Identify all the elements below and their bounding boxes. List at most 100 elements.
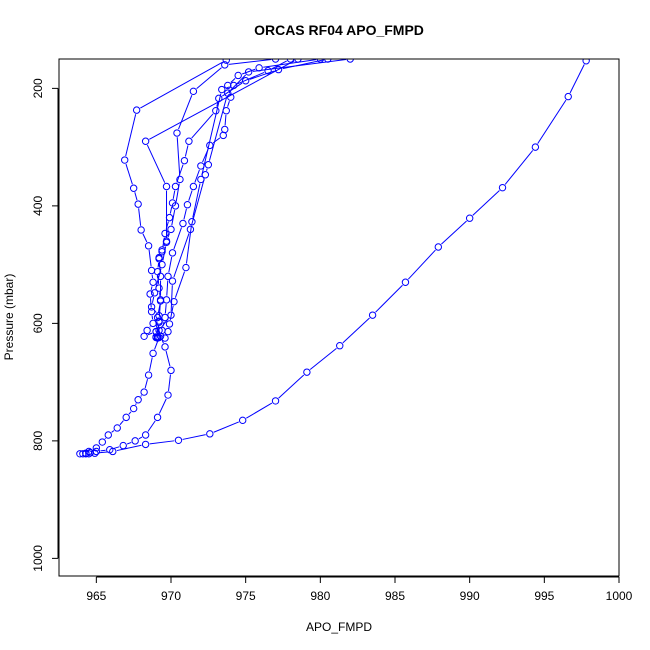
data-point xyxy=(303,368,311,376)
series-line-segment xyxy=(171,209,176,226)
series-line-segment xyxy=(188,190,193,201)
series-line-segment xyxy=(246,402,273,419)
series-line-segment xyxy=(192,183,201,218)
data-point xyxy=(141,440,150,449)
series-line-segment xyxy=(504,150,534,185)
series-line-segment xyxy=(375,284,403,313)
data-point xyxy=(294,59,302,63)
series-line-segment xyxy=(168,256,173,273)
data-point xyxy=(264,67,272,75)
x-tick-label: 980 xyxy=(310,589,330,603)
series-line-segment xyxy=(126,441,132,445)
data-point xyxy=(113,424,121,432)
data-point xyxy=(152,333,160,341)
data-point xyxy=(164,391,172,399)
data-point xyxy=(183,201,192,209)
data-point xyxy=(147,307,156,316)
series-line-segment xyxy=(537,99,567,144)
series-line-segment xyxy=(147,332,153,336)
series-line-segment xyxy=(142,233,148,243)
data-point xyxy=(336,342,344,350)
series-line-segment xyxy=(104,437,106,440)
series-line-segment xyxy=(166,280,169,296)
series-line-segment xyxy=(164,304,167,314)
data-point xyxy=(401,278,410,286)
data-point xyxy=(346,59,354,63)
data-point xyxy=(131,437,139,445)
data-point xyxy=(156,296,165,304)
chart-title: ORCAS RF04 APO_FMPD xyxy=(254,22,424,38)
data-point xyxy=(104,431,112,439)
x-axis-label: APO_FMPD xyxy=(306,620,372,634)
data-point xyxy=(204,161,213,169)
data-point xyxy=(119,441,127,450)
series-line-segment xyxy=(153,309,157,313)
y-tick-label: 200 xyxy=(31,78,45,98)
series-line-segment xyxy=(228,59,272,65)
data-point xyxy=(134,396,142,404)
x-tick-label: 990 xyxy=(460,589,480,603)
data-point xyxy=(182,263,190,272)
data-point xyxy=(146,290,154,298)
data-point xyxy=(155,253,163,262)
data-point xyxy=(134,200,142,208)
series-line-segment xyxy=(472,190,500,216)
series-line-segment xyxy=(150,286,153,291)
data-point xyxy=(153,334,162,342)
data-point xyxy=(171,182,180,191)
data-point xyxy=(92,444,101,452)
series-line-segment xyxy=(125,114,137,157)
data-point xyxy=(161,343,169,351)
series-line-segment xyxy=(140,61,223,109)
x-tick-label: 985 xyxy=(385,589,405,603)
data-point xyxy=(144,242,153,250)
y-axis-label: Pressure (mbar) xyxy=(2,274,16,361)
series-line-segment xyxy=(191,113,214,139)
data-point xyxy=(244,68,253,76)
data-point xyxy=(271,59,280,63)
y-tick-label: 1000 xyxy=(31,545,45,572)
data-point xyxy=(137,226,145,234)
data-point xyxy=(155,318,163,326)
data-point xyxy=(143,326,151,335)
data-point xyxy=(121,156,129,164)
series-line-segment xyxy=(213,421,239,433)
data-point xyxy=(465,214,474,222)
series-line-segment xyxy=(165,350,171,367)
series-line-segment xyxy=(169,305,174,320)
series-line-segment xyxy=(140,395,142,397)
data-point xyxy=(189,87,198,96)
data-point xyxy=(206,430,214,438)
data-point xyxy=(531,143,540,151)
data-point xyxy=(168,199,177,207)
series-line-segment xyxy=(241,68,256,75)
series-line-segment xyxy=(113,446,120,449)
x-axis: 965 970 975 980 985 990 995 1000 xyxy=(86,576,633,603)
data-point xyxy=(176,175,184,184)
data-point xyxy=(189,182,198,191)
data-point xyxy=(164,327,172,336)
series-line-segment xyxy=(138,208,142,226)
plot-frame xyxy=(58,58,620,577)
series-line-segment xyxy=(278,374,305,399)
series-line-segment xyxy=(138,436,143,440)
data-point xyxy=(162,238,171,247)
plot-area xyxy=(76,59,590,458)
data-point xyxy=(156,272,165,281)
series-line-segment xyxy=(148,357,153,372)
data-point xyxy=(368,311,377,319)
data-point xyxy=(153,313,162,322)
series-line-segment xyxy=(183,208,187,220)
series-line-segment xyxy=(208,96,228,161)
series-line-segment xyxy=(167,233,170,238)
data-point xyxy=(141,137,150,145)
series-line-segment xyxy=(237,71,265,85)
series-line-segment xyxy=(135,403,137,406)
series-line-segment xyxy=(227,101,230,107)
data-point xyxy=(167,311,175,319)
series-line-segment xyxy=(191,178,205,226)
series-6 xyxy=(141,59,302,341)
data-point xyxy=(180,156,189,165)
series-line-segment xyxy=(230,77,236,83)
series-line-segment xyxy=(161,318,169,328)
